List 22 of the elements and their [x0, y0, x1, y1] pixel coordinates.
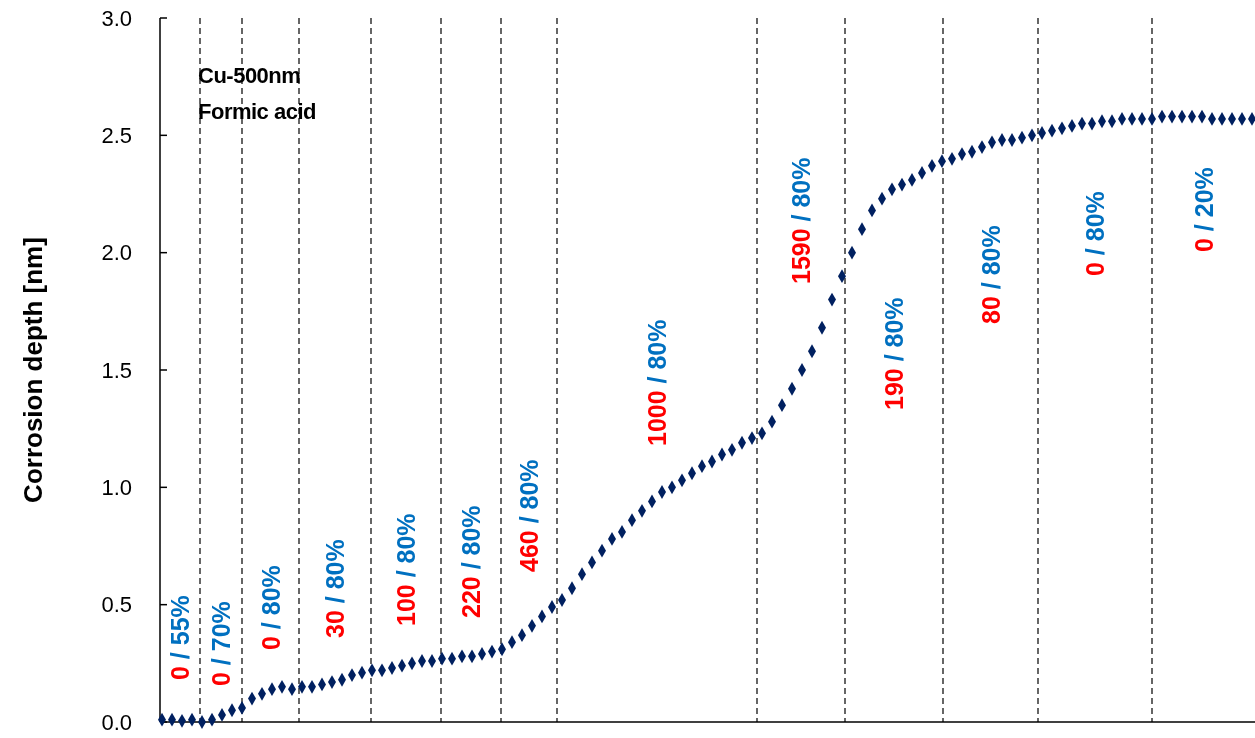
- annotation: 220 / 80%: [457, 505, 485, 618]
- y-tick-label: 0.0: [101, 709, 132, 735]
- annotation: 80 / 80%: [976, 225, 1005, 324]
- y-tick-label: 2.0: [101, 240, 132, 266]
- y-tick-label: 1.5: [101, 357, 132, 383]
- annotation: 0 / 55%: [166, 595, 194, 680]
- y-axis-title: Corrosion depth [nm]: [18, 237, 48, 503]
- annotation: Cu-500nm Formic acid: [198, 63, 316, 124]
- annotation: 0 / 80%: [256, 565, 285, 650]
- annotation: 30 / 80%: [321, 539, 349, 638]
- annotation: 0 / 70%: [207, 601, 235, 686]
- annotation: 0 / 20%: [1189, 167, 1218, 252]
- y-tick-label: 1.0: [101, 475, 132, 501]
- annotation: 0 / 80%: [1081, 191, 1109, 276]
- annotation: 460 / 80%: [515, 459, 543, 572]
- annotation: 190 / 80%: [880, 297, 908, 410]
- y-tick-label: 0.5: [101, 592, 132, 618]
- y-tick-label: 3.0: [101, 5, 132, 31]
- annotation: 100 / 80%: [392, 513, 420, 626]
- annotation: 1000 / 80%: [643, 319, 671, 446]
- annotation: 1590 / 80%: [787, 157, 815, 284]
- y-tick-label: 2.5: [101, 123, 132, 149]
